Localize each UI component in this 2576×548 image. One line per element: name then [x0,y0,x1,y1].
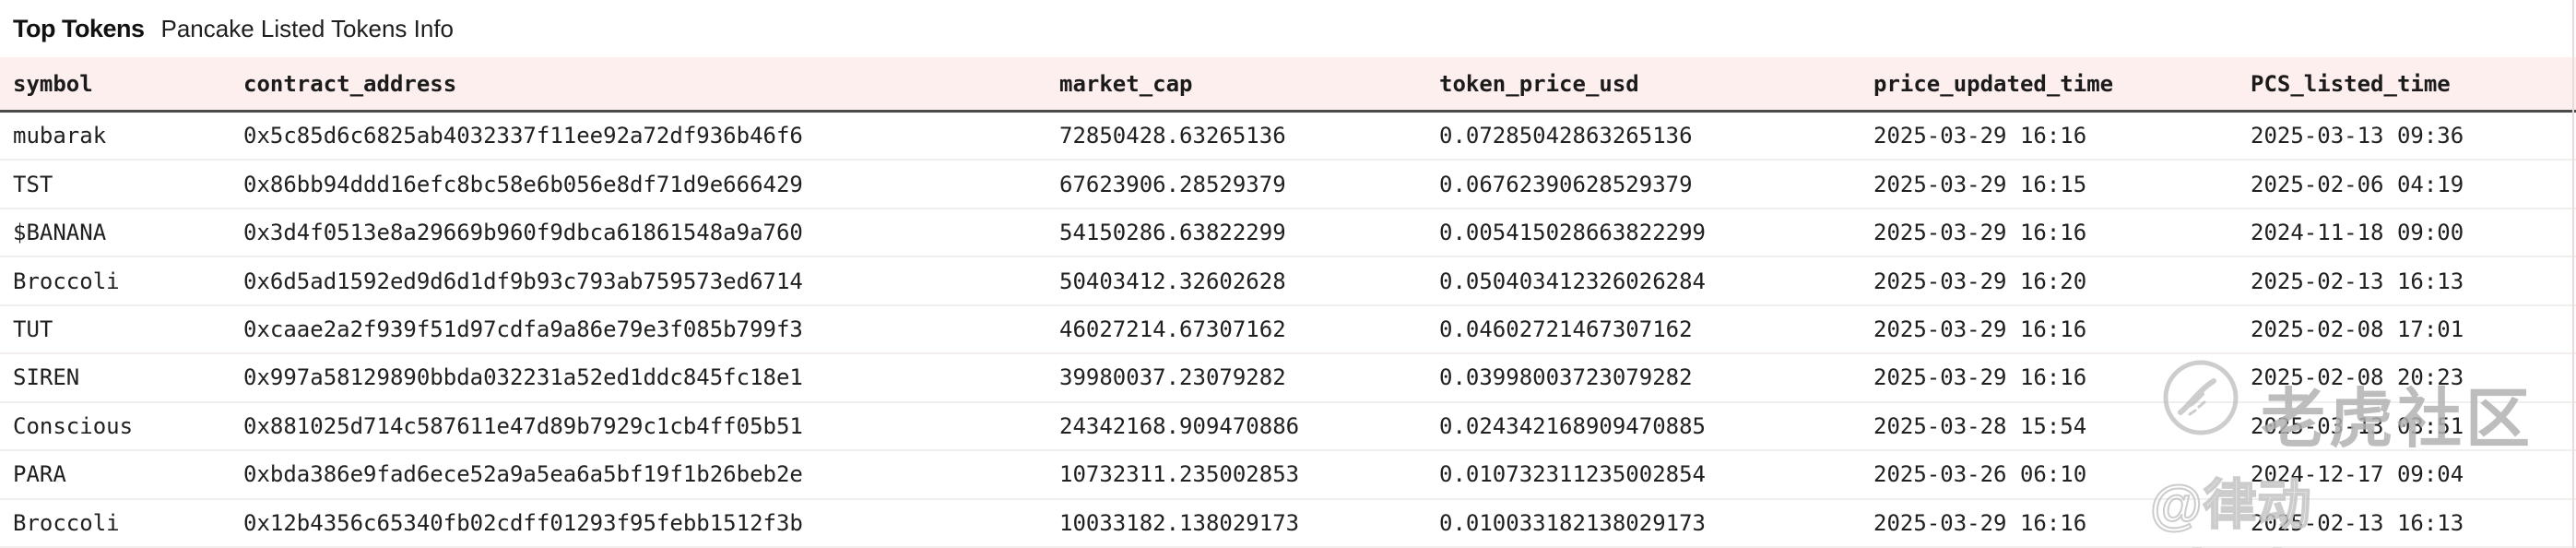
cell-symbol: Broccoli [13,509,120,536]
table-row: TUT 0xcaae2a2f939f51d97cdfa9a86e79e3f085… [0,305,2576,355]
column-header-market-cap[interactable]: market_cap [1059,70,1193,97]
cell-symbol: PARA [13,461,66,488]
cell-pcs-listed-time: 2025-03-13 03:51 [2251,412,2464,439]
cell-market-cap: 46027214.67307162 [1059,316,1286,342]
cell-token-price-usd: 0.03998003723079282 [1439,364,1693,391]
table-header-row: symbol contract_address market_cap token… [0,57,2576,113]
cell-symbol: TUT [13,316,53,342]
cell-symbol: SIREN [13,364,80,391]
cell-token-price-usd: 0.005415028663822299 [1439,220,1706,246]
cell-price-updated-time: 2025-03-29 16:20 [1873,268,2087,294]
cell-contract-address: 0xbda386e9fad6ece52a9a5ea6a5bf19f1b26beb… [243,461,803,488]
cell-token-price-usd: 0.010033182138029173 [1439,509,1706,536]
cell-price-updated-time: 2025-03-29 16:15 [1873,171,2087,197]
cell-symbol: $BANANA [13,220,107,246]
cell-symbol: mubarak [13,123,107,149]
page-title: Top Tokens [13,14,145,42]
cell-market-cap: 24342168.909470886 [1059,412,1300,439]
page-subtitle: Pancake Listed Tokens Info [160,14,455,42]
cell-symbol: Broccoli [13,268,120,294]
cell-symbol: Conscious [13,412,134,439]
tokens-table: symbol contract_address market_cap token… [0,57,2576,548]
column-header-token-price-usd[interactable]: token_price_usd [1439,70,1639,97]
cell-pcs-listed-time: 2025-03-13 09:36 [2251,123,2464,149]
cell-price-updated-time: 2025-03-29 16:16 [1873,509,2087,536]
cell-contract-address: 0x881025d714c587611e47d89b7929c1cb4ff05b… [243,412,803,439]
cell-pcs-listed-time: 2025-02-13 16:13 [2251,268,2464,294]
cell-pcs-listed-time: 2025-02-06 04:19 [2251,171,2464,197]
cell-pcs-listed-time: 2025-02-08 17:01 [2251,316,2464,342]
table-row: mubarak 0x5c85d6c6825ab4032337f11ee92a72… [0,113,2576,161]
column-header-contract-address[interactable]: contract_address [243,70,457,97]
cell-market-cap: 72850428.63265136 [1059,123,1286,149]
cell-market-cap: 10732311.235002853 [1059,461,1300,488]
cell-price-updated-time: 2025-03-29 16:16 [1873,364,2087,391]
cell-pcs-listed-time: 2025-02-08 20:23 [2251,364,2464,391]
cell-pcs-listed-time: 2024-12-17 09:04 [2251,461,2464,488]
table-row: SIREN 0x997a58129890bbda032231a52ed1ddc8… [0,354,2576,403]
cell-contract-address: 0x997a58129890bbda032231a52ed1ddc845fc18… [243,364,803,391]
cell-price-updated-time: 2025-03-29 16:16 [1873,316,2087,342]
table-row: TST 0x86bb94ddd16efc8bc58e6b056e8df71d9e… [0,161,2576,209]
cell-token-price-usd: 0.010732311235002854 [1439,461,1706,488]
cell-contract-address: 0x86bb94ddd16efc8bc58e6b056e8df71d9e6664… [243,171,803,197]
cell-token-price-usd: 0.050403412326026284 [1439,268,1706,294]
cell-token-price-usd: 0.04602721467307162 [1439,316,1693,342]
cell-market-cap: 67623906.28529379 [1059,171,1286,197]
table-row: $BANANA 0x3d4f0513e8a29669b960f9dbca6186… [0,208,2576,258]
cell-contract-address: 0x3d4f0513e8a29669b960f9dbca61861548a9a7… [243,220,803,246]
cell-market-cap: 39980037.23079282 [1059,364,1286,391]
cell-market-cap: 10033182.138029173 [1059,509,1300,536]
cell-pcs-listed-time: 2025-02-13 16:13 [2251,509,2464,536]
cell-market-cap: 50403412.32602628 [1059,268,1286,294]
cell-token-price-usd: 0.06762390628529379 [1439,171,1693,197]
cell-contract-address: 0x6d5ad1592ed9d6d1df9b93c793ab759573ed67… [243,268,803,294]
cell-contract-address: 0x12b4356c65340fb02cdff01293f95febb1512f… [243,509,803,536]
cell-contract-address: 0xcaae2a2f939f51d97cdfa9a86e79e3f085b799… [243,316,803,342]
column-header-pcs-listed-time[interactable]: PCS_listed_time [2251,70,2451,97]
cell-token-price-usd: 0.07285042863265136 [1439,123,1693,149]
cell-market-cap: 54150286.63822299 [1059,220,1286,246]
cell-price-updated-time: 2025-03-29 16:16 [1873,220,2087,246]
cell-price-updated-time: 2025-03-28 15:54 [1873,412,2087,439]
cell-pcs-listed-time: 2024-11-18 09:00 [2251,220,2464,246]
table-row: Broccoli 0x6d5ad1592ed9d6d1df9b93c793ab7… [0,257,2576,306]
table-right-border [2572,0,2574,548]
cell-price-updated-time: 2025-03-26 06:10 [1873,461,2087,488]
table-row: PARA 0xbda386e9fad6ece52a9a5ea6a5bf19f1b… [0,451,2576,500]
column-header-price-updated-time[interactable]: price_updated_time [1873,70,2114,97]
cell-symbol: TST [13,171,53,197]
cell-token-price-usd: 0.024342168909470885 [1439,412,1706,439]
cell-price-updated-time: 2025-03-29 16:16 [1873,123,2087,149]
column-header-symbol[interactable]: symbol [13,70,93,97]
table-row: Conscious 0x881025d714c587611e47d89b7929… [0,402,2576,452]
cell-contract-address: 0x5c85d6c6825ab4032337f11ee92a72df936b46… [243,123,803,149]
page-header: Top Tokens Pancake Listed Tokens Info [0,0,2576,57]
table-row: Broccoli 0x12b4356c65340fb02cdff01293f95… [0,499,2576,548]
